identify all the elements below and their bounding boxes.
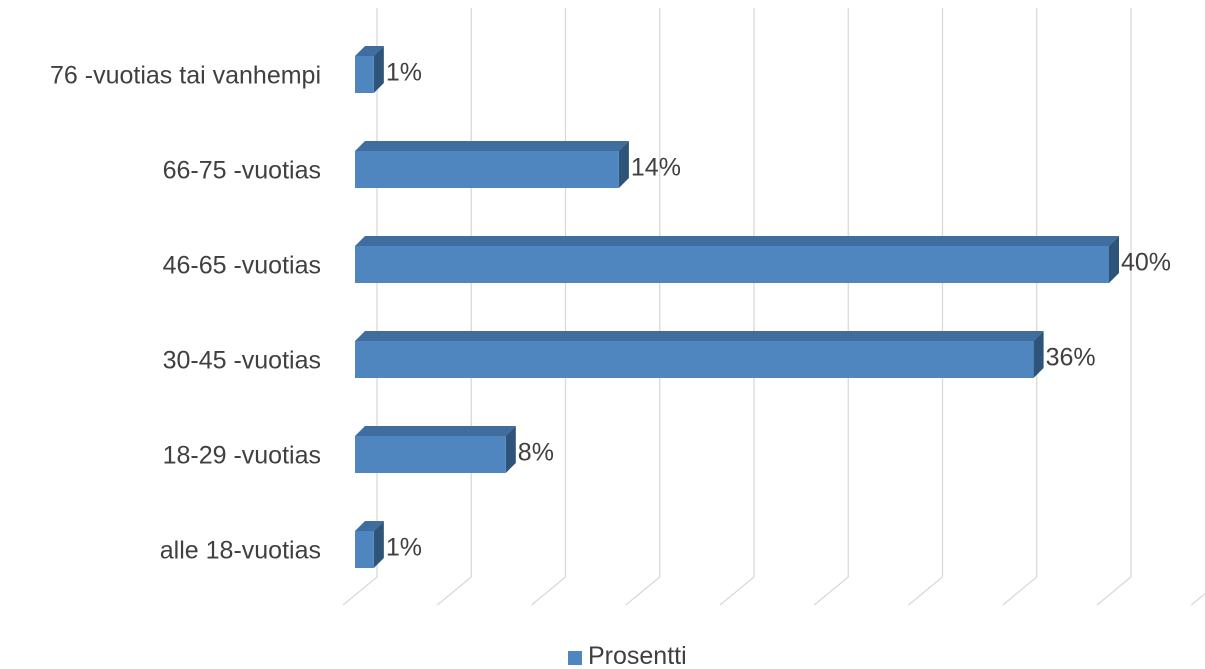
bar-front-face [355, 436, 506, 473]
bar-front-face [355, 341, 1034, 378]
bar-front-face [355, 151, 619, 188]
category-label: alle 18-vuotias [160, 537, 321, 565]
bar-front-face [355, 56, 374, 93]
floor-gridline [1003, 577, 1037, 605]
bar [355, 46, 384, 93]
floor-gridline [626, 577, 660, 605]
bar [355, 331, 1044, 378]
floor-gridline [814, 577, 848, 605]
bar [355, 236, 1119, 283]
floor-gridline [1097, 577, 1131, 605]
bar [355, 426, 516, 473]
bar-top-face [355, 426, 516, 436]
data-labels: 1% 14% 40% 36% 8% 1% [386, 59, 1171, 562]
category-label: 66-75 -vuotias [163, 157, 321, 185]
data-label: 40% [1121, 249, 1171, 277]
bar-top-face [355, 331, 1044, 341]
category-label: 46-65 -vuotias [163, 252, 321, 280]
category-label: 76 -vuotias tai vanhempi [50, 62, 321, 90]
category-label: 18-29 -vuotias [163, 442, 321, 470]
floor-gridline [720, 577, 754, 605]
data-label: 14% [631, 154, 681, 182]
floor-gridline [909, 577, 943, 605]
bar-front-face [355, 246, 1109, 283]
category-label: 30-45 -vuotias [163, 347, 321, 375]
grid-lines [343, 8, 1205, 605]
category-labels: 76 -vuotias tai vanhempi 66-75 -vuotias 46… [50, 62, 321, 565]
legend: Prosentti [568, 642, 687, 669]
legend-label: Prosentti [588, 642, 687, 669]
bars [355, 46, 1119, 568]
floor-gridline [343, 577, 377, 605]
bar [355, 141, 629, 188]
floor-gridline [437, 577, 471, 605]
bar-top-face [355, 236, 1119, 246]
bar [355, 521, 384, 568]
data-label: 36% [1046, 344, 1096, 372]
data-label: 1% [386, 534, 422, 562]
data-label: 8% [518, 439, 554, 467]
floor-gridline [532, 577, 566, 605]
bar-top-face [355, 141, 629, 151]
floor-gridline [1191, 577, 1205, 605]
data-label: 1% [386, 59, 422, 87]
bar-front-face [355, 531, 374, 568]
legend-swatch [568, 651, 582, 665]
